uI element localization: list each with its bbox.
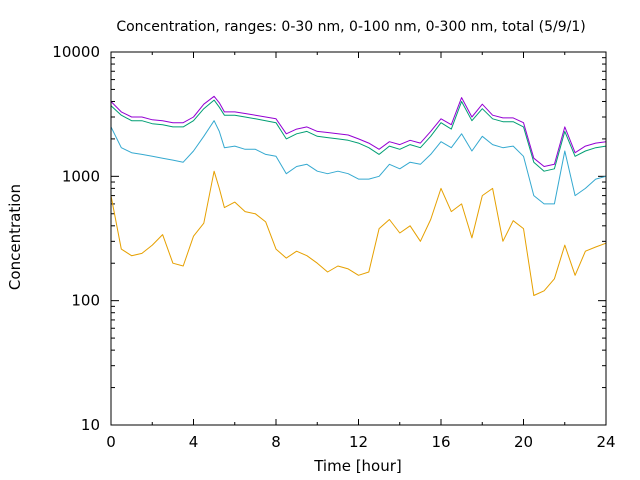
x-tick-label: 0 [106,433,116,451]
x-tick-label: 12 [349,433,368,451]
plot-frame [110,51,607,426]
series-line-3 [110,99,607,172]
x-tick-label: 20 [514,433,533,451]
x-axis-label: Time [hour] [313,457,402,475]
series-line-2 [110,120,607,205]
y-tick-label: 100 [71,292,100,310]
x-tick-label: 8 [271,433,281,451]
series-group [110,95,607,296]
x-tick-label: 16 [431,433,450,451]
axis-ticks: 0 4 8 12 16 20 24 10 100 1000 10000 [52,43,615,451]
series-line-1 [110,170,607,296]
x-tick-label: 4 [189,433,199,451]
series-line-4 [110,95,607,167]
y-tick-label: 1000 [62,167,100,185]
y-tick-label: 10 [81,416,100,434]
y-axis-label: Concentration [6,184,24,290]
y-tick-label: 10000 [52,43,100,61]
chart-title: Concentration, ranges: 0-30 nm, 0-100 nm… [116,19,585,35]
x-tick-label: 24 [596,433,615,451]
